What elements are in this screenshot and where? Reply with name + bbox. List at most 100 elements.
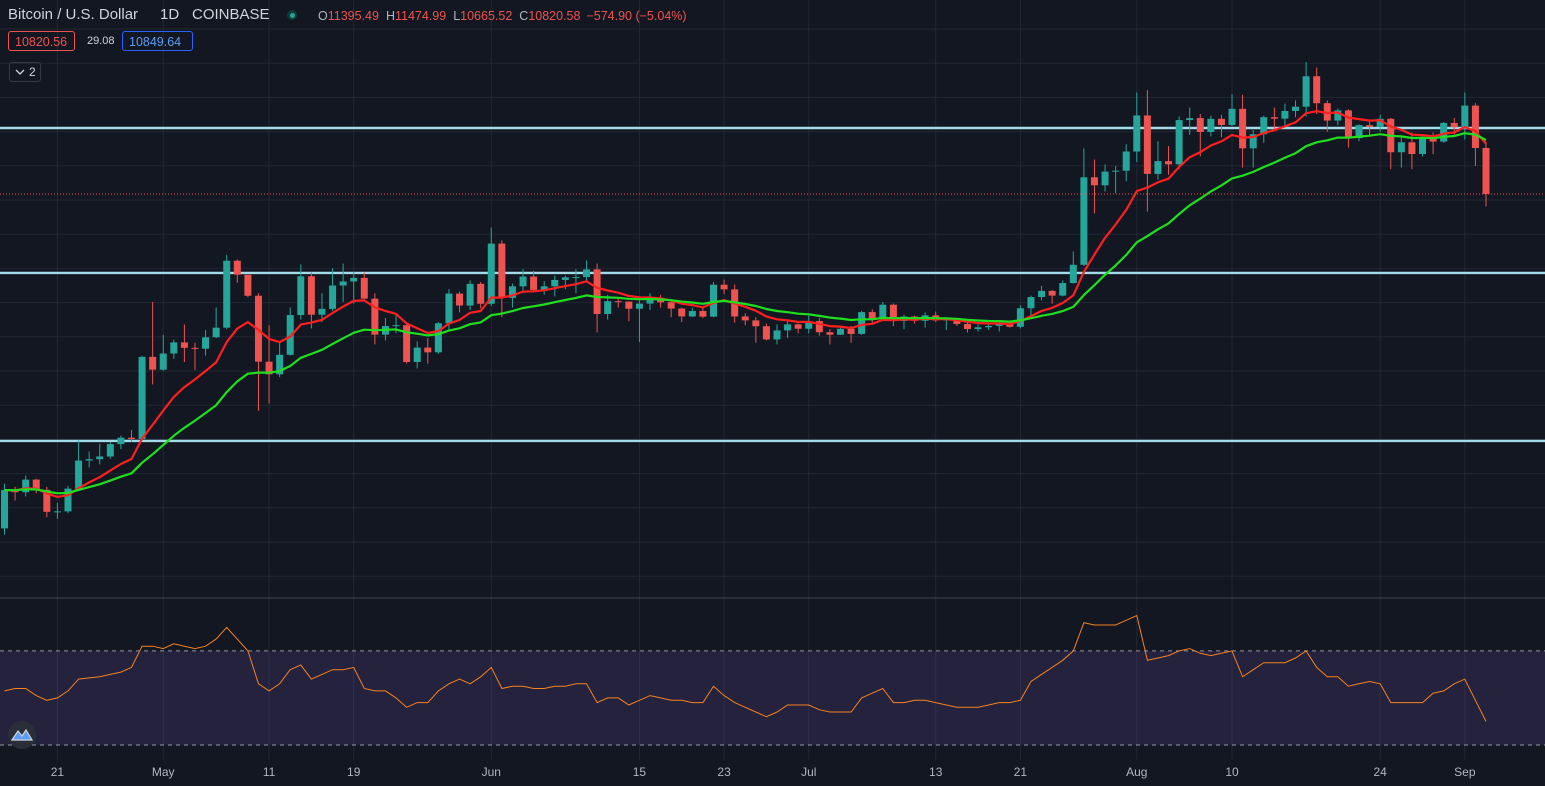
candle-body bbox=[339, 281, 347, 286]
status-dot bbox=[287, 10, 297, 20]
candle-body bbox=[1175, 120, 1183, 165]
candle-body bbox=[1471, 105, 1479, 148]
candle-body bbox=[307, 276, 315, 315]
candle-body bbox=[223, 260, 231, 328]
candle-body bbox=[868, 312, 876, 320]
candle-body bbox=[149, 356, 157, 370]
candle-body bbox=[350, 277, 358, 282]
candle-body bbox=[276, 354, 284, 375]
candle-body bbox=[233, 260, 241, 275]
candle-body bbox=[360, 277, 368, 299]
candle-body bbox=[1112, 170, 1120, 172]
candle-body bbox=[530, 276, 538, 290]
candle-body bbox=[85, 459, 93, 461]
candle-body bbox=[974, 327, 982, 330]
logo bbox=[8, 721, 36, 749]
candle-body bbox=[96, 456, 104, 460]
interval[interactable]: 1D bbox=[160, 6, 180, 23]
candle-body bbox=[1270, 117, 1278, 119]
candle-body bbox=[1217, 118, 1225, 125]
indicators-toggle[interactable]: 2 bbox=[9, 62, 41, 82]
candle-body bbox=[572, 277, 580, 279]
candle-body bbox=[678, 308, 686, 317]
moving-average bbox=[4, 110, 1487, 498]
candle-body bbox=[244, 274, 252, 296]
x-tick-label: May bbox=[152, 765, 175, 779]
candle-body bbox=[318, 308, 326, 315]
candle-body bbox=[445, 293, 453, 324]
candle-body bbox=[1090, 177, 1098, 186]
candle-body bbox=[1133, 115, 1141, 152]
candle-body bbox=[1101, 171, 1109, 186]
candle-body bbox=[1, 490, 8, 529]
ohlc-legend: O 11395.49 H 11474.99 L 10665.52 C 10820.58 … bbox=[318, 6, 687, 26]
drawn-lines bbox=[0, 126, 1545, 443]
candle-body bbox=[403, 325, 411, 362]
candle-body bbox=[1450, 122, 1458, 128]
candle-body bbox=[699, 311, 707, 317]
candle-body bbox=[826, 332, 834, 335]
x-axis: 21 May 11 19 Jun 15 23 Jul 13 21 Aug 10 24 Sep bbox=[51, 765, 1476, 779]
candle-body bbox=[392, 325, 400, 327]
candle-body bbox=[1016, 308, 1024, 327]
candle-body bbox=[561, 277, 569, 280]
candle-body bbox=[456, 293, 464, 306]
candle-body bbox=[1186, 118, 1194, 121]
candle-body bbox=[371, 298, 379, 335]
rsi-band bbox=[0, 650, 1545, 745]
candle-body bbox=[1239, 108, 1247, 149]
candle-body bbox=[1292, 106, 1300, 111]
symbol[interactable]: Bitcoin / U.S. Dollar bbox=[8, 6, 139, 23]
status-dot-core bbox=[289, 12, 295, 18]
candle-body bbox=[773, 330, 781, 340]
candle-body bbox=[180, 342, 188, 348]
candle-body bbox=[424, 347, 432, 353]
candle-body bbox=[593, 269, 601, 314]
x-tick-label: Aug bbox=[1126, 765, 1147, 779]
candle-body bbox=[127, 437, 135, 439]
x-tick-label: Jun bbox=[482, 765, 501, 779]
candle-body bbox=[212, 327, 220, 338]
candle-body bbox=[413, 347, 421, 362]
candle-body bbox=[1334, 110, 1342, 121]
candle-body bbox=[985, 325, 993, 328]
candle-body bbox=[879, 304, 887, 320]
candle-body bbox=[1196, 118, 1204, 132]
candle-body bbox=[794, 324, 802, 329]
moving-average bbox=[4, 132, 1487, 495]
candle-body bbox=[1038, 290, 1046, 298]
ohlc-label: H bbox=[385, 9, 395, 23]
candle-body bbox=[466, 283, 474, 306]
candle-body bbox=[1080, 177, 1088, 265]
buy-button[interactable]: 10849.64 bbox=[122, 31, 193, 51]
sell-button[interactable]: 10820.56 bbox=[8, 31, 75, 51]
candle-body bbox=[762, 326, 770, 340]
ohlc-value: 10820.58 bbox=[528, 9, 581, 23]
candle-body bbox=[64, 488, 72, 512]
candle-body bbox=[551, 279, 559, 287]
candle-body bbox=[847, 328, 855, 334]
candle-body bbox=[1228, 108, 1236, 125]
candle-body bbox=[138, 356, 146, 439]
candle-body bbox=[191, 347, 199, 349]
change: −574.90 (−5.04%) bbox=[586, 9, 687, 23]
candle-body bbox=[1207, 118, 1215, 132]
ohlc-label: L bbox=[453, 9, 461, 23]
candle-body bbox=[22, 479, 30, 493]
candle-body bbox=[784, 324, 792, 331]
candle-body bbox=[815, 321, 823, 333]
spread: 29.08 bbox=[87, 35, 115, 47]
chevron bbox=[15, 69, 25, 75]
candle-body bbox=[858, 312, 866, 334]
candle-body bbox=[1069, 264, 1077, 284]
candle-body bbox=[1366, 125, 1374, 127]
candle-body bbox=[43, 489, 51, 512]
candle-body bbox=[170, 342, 178, 354]
candle-body bbox=[1143, 115, 1151, 174]
chevron-line bbox=[15, 69, 25, 75]
candle-body bbox=[1048, 290, 1056, 296]
x-tick-label: Sep bbox=[1454, 765, 1476, 779]
candle-body bbox=[688, 311, 696, 317]
exchange: COINBASE bbox=[192, 6, 270, 23]
